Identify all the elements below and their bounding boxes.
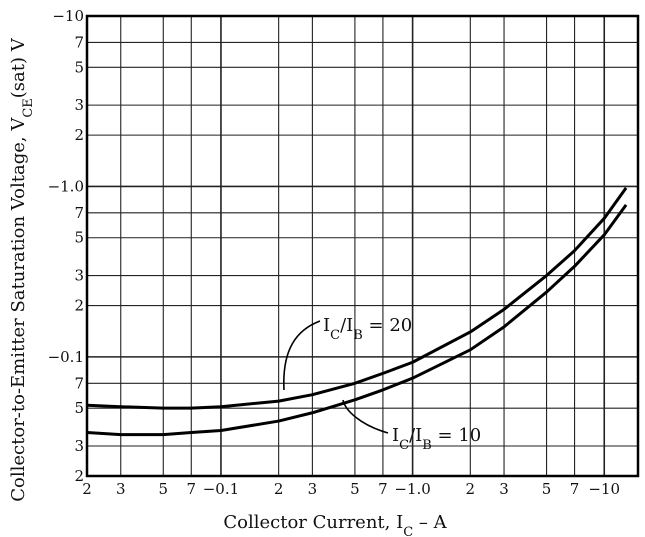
y-tick-label-6: 3 (74, 267, 84, 285)
y-tick-label-2: 5 (74, 399, 84, 417)
x-tick-label-14: −10 (588, 480, 620, 498)
y-tick-label-13: 7 (74, 33, 84, 51)
x-tick-label-5: 2 (274, 480, 284, 498)
x-tick-label-11: 3 (499, 480, 509, 498)
curves (86, 187, 628, 437)
y-tick-labels: 2 3 5 7 −0.1 2 3 5 7 −1.0 2 3 5 7 −10 (48, 7, 84, 485)
x-tick-label-10: 2 (466, 480, 476, 498)
grid-lines (86, 15, 638, 477)
y-tick-label-12: 5 (74, 58, 84, 76)
x-tick-label-4: −0.1 (203, 480, 239, 498)
y-tick-label-14: −10 (52, 7, 84, 25)
plot-frame (85, 14, 640, 478)
annotation-label-0: IC/IB = 20 (323, 315, 412, 343)
x-tick-label-9: −1.0 (394, 480, 430, 498)
x-tick-label-3: 7 (186, 480, 196, 498)
annotation-leader-0 (283, 320, 321, 391)
y-tick-label-4: −0.1 (48, 348, 84, 366)
x-axis-title: Collector Current, IC – A (223, 512, 447, 537)
annotation-label-1: IC/IB = 10 (392, 425, 481, 453)
annotation-leader-1 (342, 399, 389, 434)
y-tick-label-7: 5 (74, 229, 84, 247)
y-tick-label-8: 7 (74, 204, 84, 222)
y-tick-label-0: 2 (74, 467, 84, 485)
y-tick-label-5: 2 (74, 297, 84, 315)
x-tick-label-13: 7 (570, 480, 580, 498)
y-axis-title: Collector-to-Emitter Saturation Voltage,… (8, 37, 36, 501)
x-tick-label-12: 5 (542, 480, 552, 498)
series-line-1 (86, 203, 628, 437)
series-line-0 (86, 187, 628, 410)
y-tick-label-11: 3 (74, 96, 84, 114)
x-tick-label-1: 3 (116, 480, 126, 498)
x-tick-labels: 2 3 5 7 −0.1 2 3 5 7 −1.0 2 3 5 7 −10 (82, 480, 620, 498)
y-tick-label-9: −1.0 (48, 177, 84, 195)
x-tick-label-8: 7 (378, 480, 388, 498)
x-tick-label-6: 3 (308, 480, 318, 498)
y-tick-label-1: 3 (74, 437, 84, 455)
x-tick-label-7: 5 (350, 480, 360, 498)
annotations: IC/IB = 20 IC/IB = 10 (283, 315, 481, 453)
x-tick-label-0: 2 (82, 480, 92, 498)
y-tick-label-10: 2 (74, 126, 84, 144)
y-tick-label-3: 7 (74, 374, 84, 392)
x-tick-label-2: 5 (158, 480, 168, 498)
